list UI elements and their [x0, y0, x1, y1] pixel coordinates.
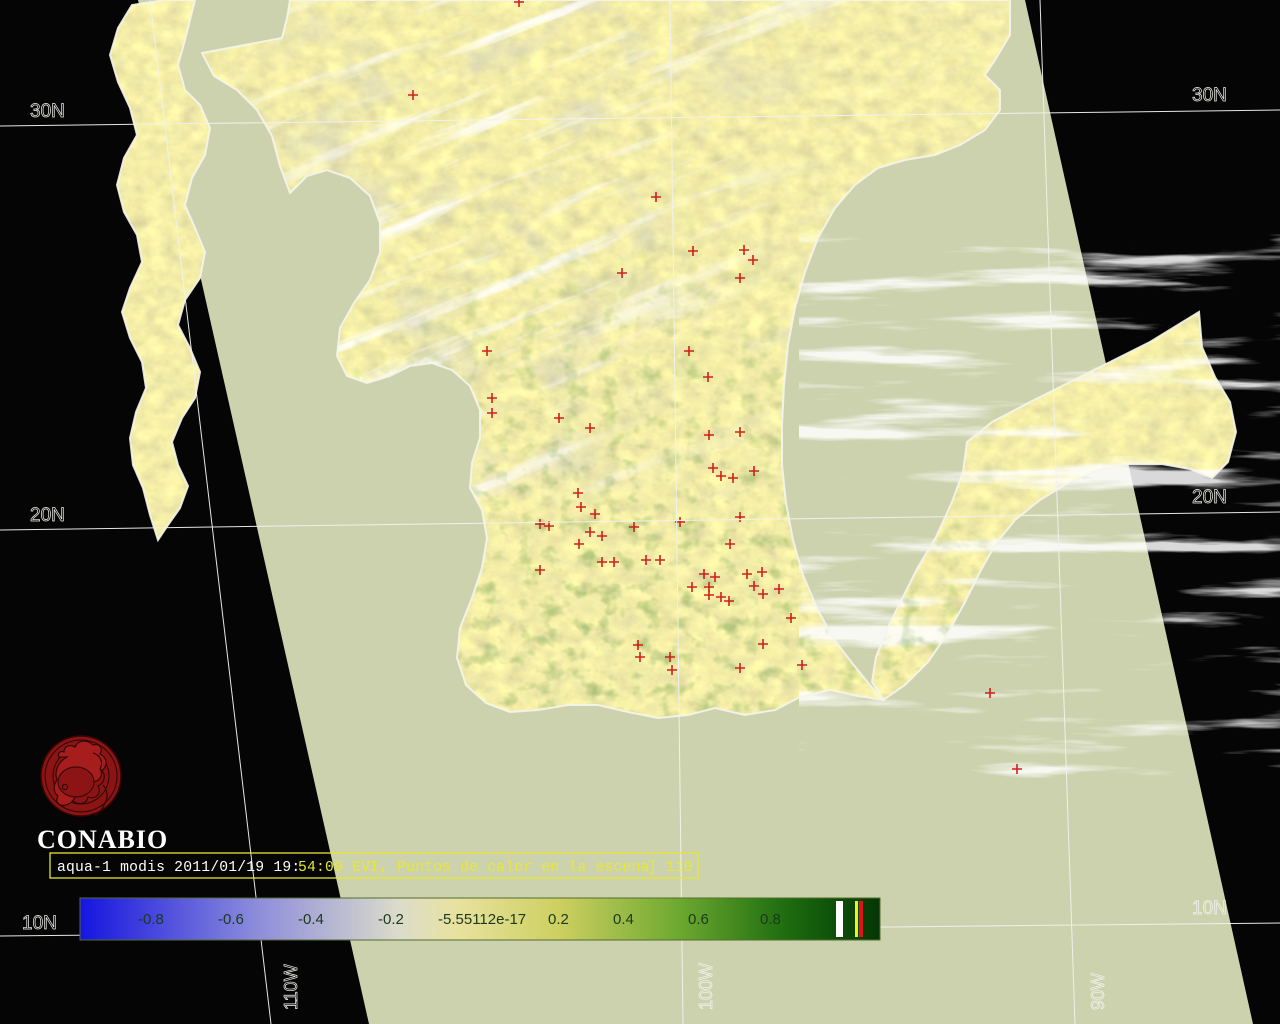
- svg-text:90W: 90W: [1088, 973, 1108, 1010]
- svg-text:20N: 20N: [30, 505, 65, 526]
- svg-text:-0.6: -0.6: [218, 911, 244, 928]
- svg-text:] 110: ] 110: [648, 860, 693, 876]
- svg-text:30N: 30N: [1192, 85, 1227, 106]
- svg-text:-0.8: -0.8: [138, 911, 164, 928]
- svg-text:0.8: 0.8: [760, 911, 781, 928]
- svg-text:100W: 100W: [696, 963, 716, 1010]
- svg-text:CONABIO: CONABIO: [37, 825, 168, 854]
- svg-text:110W: 110W: [281, 964, 301, 1010]
- svg-text:0.6: 0.6: [688, 911, 709, 928]
- svg-text:10N: 10N: [22, 913, 57, 934]
- svg-text:-5.55112e-17: -5.55112e-17: [438, 911, 526, 928]
- svg-text:aqua-1 modis 2011/01/19 19:: aqua-1 modis 2011/01/19 19:: [57, 860, 300, 876]
- svg-text:0.2: 0.2: [548, 911, 569, 928]
- svg-text:-0.2: -0.2: [378, 911, 404, 928]
- svg-text:54:09 EVI, Puntos de calor en: 54:09 EVI, Puntos de calor en la escena: [298, 860, 650, 876]
- svg-text:0.4: 0.4: [613, 911, 634, 928]
- svg-text:-0.4: -0.4: [298, 911, 324, 928]
- svg-text:30N: 30N: [30, 101, 65, 122]
- svg-text:10N: 10N: [1192, 898, 1227, 919]
- svg-text:20N: 20N: [1192, 487, 1227, 508]
